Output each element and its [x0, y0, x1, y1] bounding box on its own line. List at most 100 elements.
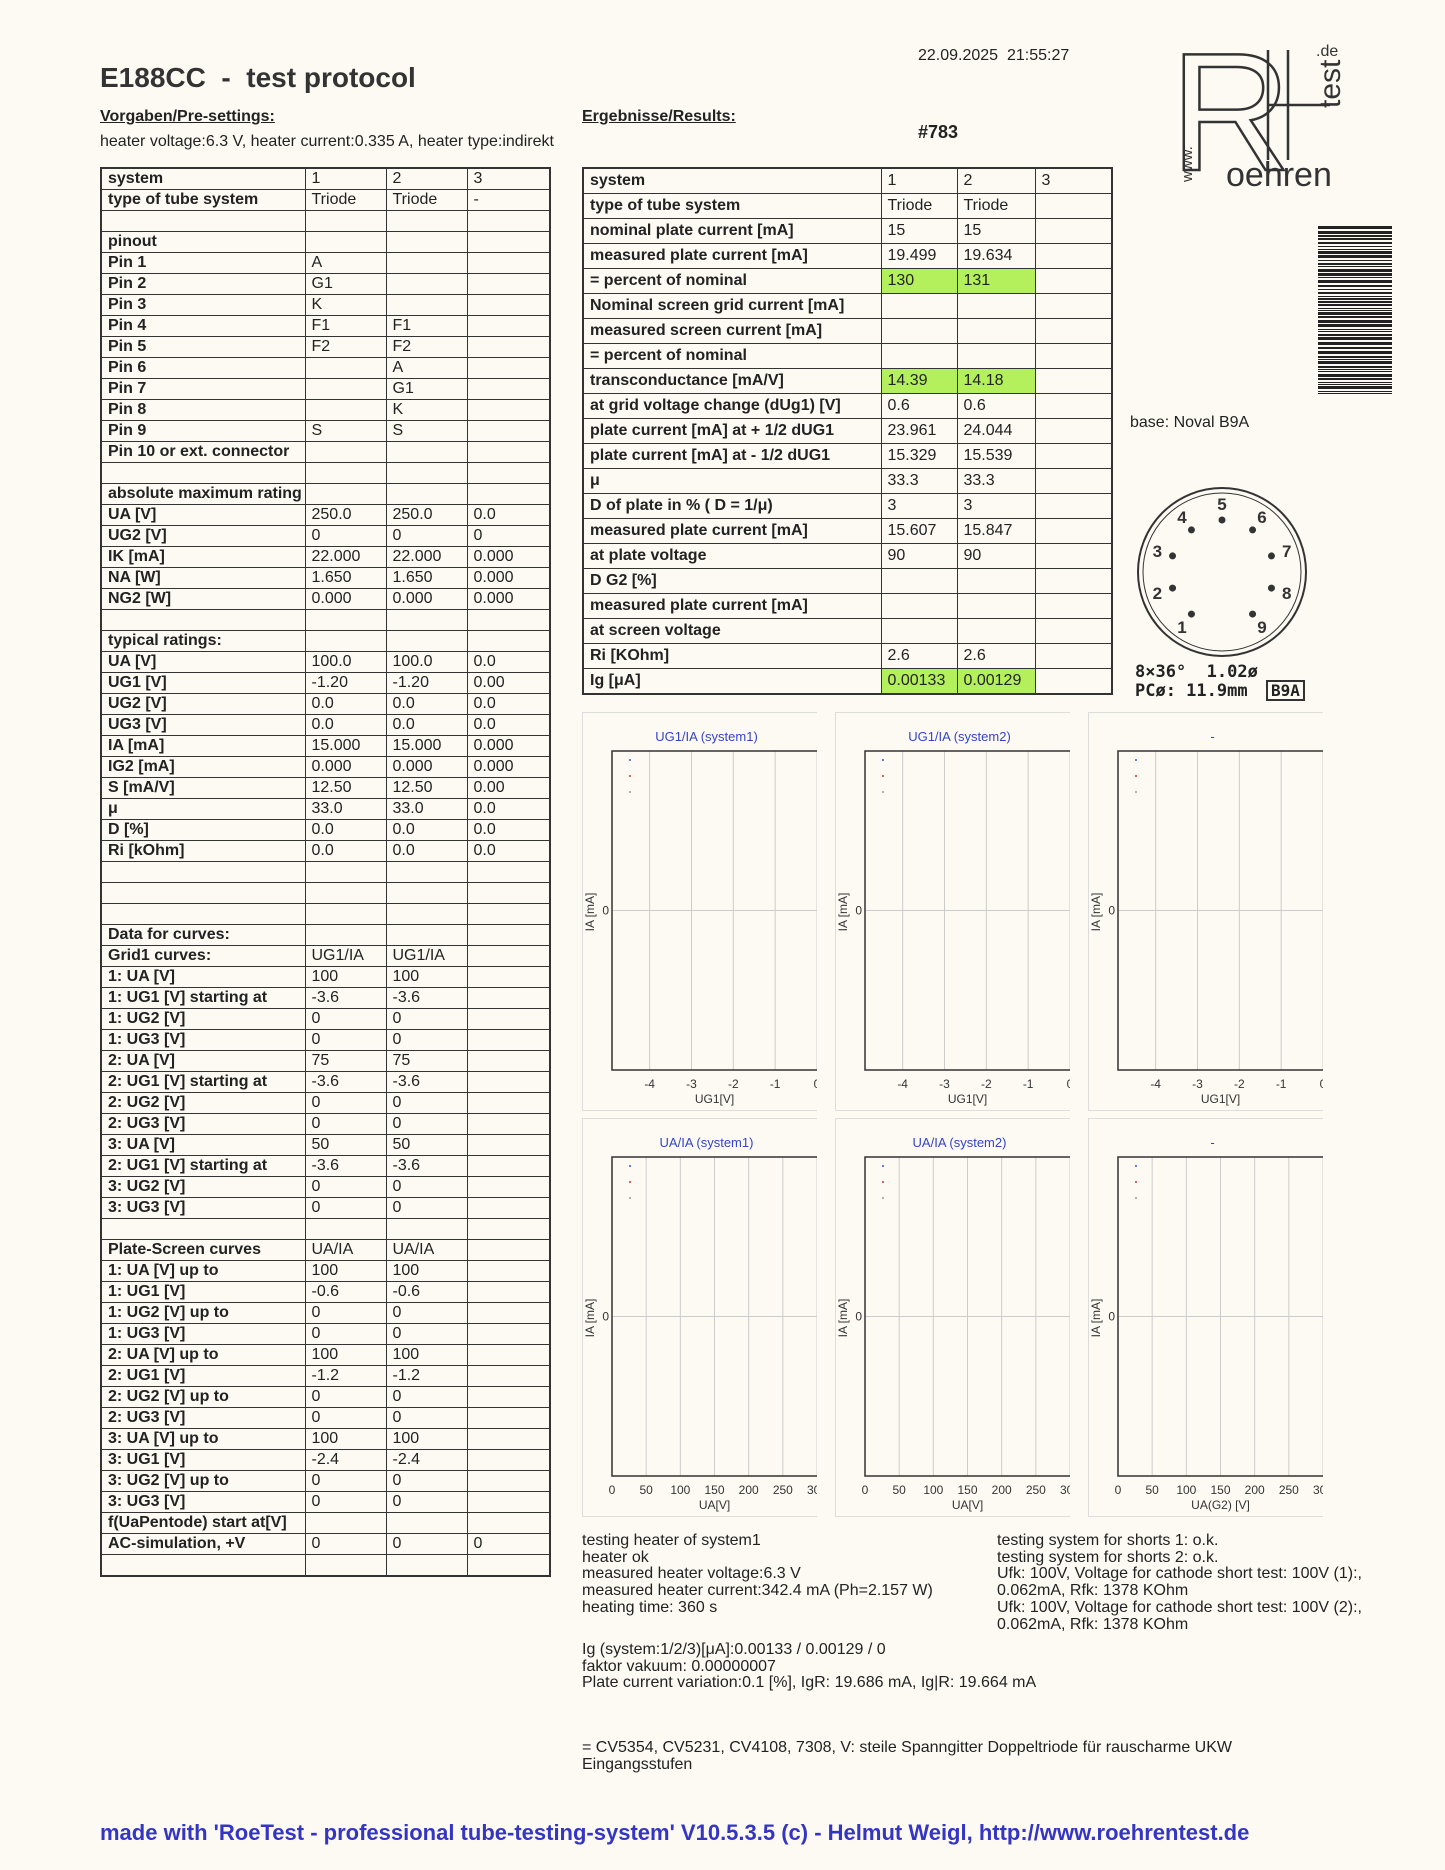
- table-cell: [466, 966, 551, 988]
- x-tick-label: 150: [704, 1483, 724, 1497]
- table-cell: 2: UG1 [V]: [100, 1365, 306, 1387]
- table-cell: [956, 593, 1036, 619]
- table-cell: 0.0: [466, 693, 551, 715]
- note-line: Ufk: 100V, Voltage for cathode short tes…: [997, 1565, 1362, 1583]
- plot-frame: [611, 1156, 817, 1477]
- x-tick-label: -2: [728, 1077, 739, 1091]
- x-tick-label: 200: [739, 1483, 759, 1497]
- table-cell: 0: [385, 1491, 468, 1513]
- barcode-bar: [1318, 391, 1392, 392]
- x-tick-label: -1: [1023, 1077, 1034, 1091]
- table-cell: [466, 483, 551, 505]
- table-cell: 0.000: [385, 588, 468, 610]
- table-cell: 0.0: [385, 819, 468, 841]
- table-row: [100, 1218, 551, 1240]
- table-cell: K: [385, 399, 468, 421]
- table-cell: f(UaPentode) start at[V]: [100, 1512, 306, 1534]
- graph-body: -4 -3 -2 -1 0 0 UG1/IA (system1) UG1[V] IA [mA]: [582, 712, 817, 1111]
- curve-dot: [1135, 1165, 1137, 1167]
- table-cell: [956, 568, 1036, 594]
- table-cell: Plate-Screen curves: [100, 1239, 306, 1261]
- table-cell: [304, 378, 387, 400]
- table-cell: 0.0: [304, 693, 387, 715]
- table-row: plate current [mA] at + 1/2 dUG1 23.961 24…: [582, 418, 1113, 444]
- note-line: 0.062mA, Rfk: 1378 KOhm: [997, 1582, 1189, 1600]
- table-cell: [466, 1239, 551, 1261]
- table-cell: -3.6: [304, 987, 387, 1009]
- table-cell: 100: [304, 1260, 387, 1282]
- barcode-bar: [1318, 384, 1392, 385]
- graph-title: -: [1210, 1135, 1214, 1150]
- barcode-bar: [1318, 269, 1392, 272]
- table-cell: Pin 9: [100, 420, 306, 442]
- table-cell: -3.6: [304, 1155, 387, 1177]
- table-cell: nominal plate current [mA]: [582, 218, 882, 244]
- table-cell: [466, 1134, 551, 1156]
- table-cell: [100, 609, 306, 631]
- table-cell: [304, 1512, 387, 1534]
- table-cell: 0: [304, 1491, 387, 1513]
- table-cell: [466, 1050, 551, 1072]
- x-tick-label: 0: [1067, 1077, 1074, 1091]
- graph-title: UG1/IA (system2): [908, 729, 1011, 744]
- table-cell: [385, 609, 468, 631]
- table-cell: [1034, 593, 1113, 619]
- y-axis-label: IA [mA]: [836, 893, 850, 932]
- table-cell: 3: UA [V]: [100, 1134, 306, 1156]
- barcode-bar: [1318, 393, 1392, 394]
- table-cell: [466, 1218, 551, 1240]
- curve-dot: [629, 1197, 631, 1199]
- table-cell: [466, 273, 551, 295]
- logo-name: oehren: [1226, 156, 1332, 194]
- table-row: 1: UG1 [V] -0.6 -0.6: [100, 1281, 551, 1303]
- panel: [835, 1118, 1070, 1517]
- table-cell: UA [V]: [100, 504, 306, 526]
- barcode-bar: [1318, 301, 1392, 303]
- table-cell: 0: [385, 1302, 468, 1324]
- table-row: UA [V] 100.0 100.0 0.0: [100, 651, 551, 673]
- table-row: 1: UG3 [V] 0 0: [100, 1323, 551, 1345]
- presettings: heater voltage:6.3 V, heater current:0.3…: [100, 133, 554, 150]
- table-cell: [385, 903, 468, 925]
- table-cell: system: [100, 167, 306, 190]
- x-tick-label: 0: [1115, 1483, 1122, 1497]
- table-cell: at screen voltage: [582, 618, 882, 644]
- table-cell: [100, 903, 306, 925]
- x-tick-label: -4: [897, 1077, 908, 1091]
- table-cell: [466, 903, 551, 925]
- curve-dot: [882, 1181, 884, 1183]
- curve-dot: [882, 759, 884, 761]
- table-cell: 0: [304, 1407, 387, 1429]
- table-cell: [466, 1260, 551, 1282]
- table-cell: 1: UA [V] up to: [100, 1260, 306, 1282]
- plot-frame: [611, 750, 817, 1071]
- plot-frame: [1117, 750, 1323, 1071]
- note-line: heating time: 360 s: [582, 1598, 718, 1616]
- table-cell: 0: [385, 1470, 468, 1492]
- note-line: Plate current variation:0.1 [%], IgR: 19…: [582, 1674, 1037, 1692]
- table-row: NA [W] 1.650 1.650 0.000: [100, 567, 551, 589]
- table-cell: 0: [304, 525, 387, 547]
- table-cell: 90: [880, 543, 958, 569]
- table-cell: [1034, 318, 1113, 344]
- table-cell: [385, 1554, 468, 1577]
- table-cell: [466, 210, 551, 232]
- results-table: system 1 2 3 type of tube system Triode Triode…: [582, 167, 1113, 695]
- table-cell: [385, 1218, 468, 1240]
- table-cell: 3: [880, 493, 958, 519]
- pin-label: 4: [1177, 508, 1187, 527]
- table-row: system 1 2 3: [582, 167, 1113, 194]
- pin-label: 3: [1153, 542, 1162, 561]
- table-row: UG1 [V] -1.20 -1.20 0.00: [100, 672, 551, 694]
- plot-frame: [1117, 1156, 1323, 1477]
- table-cell: 3: [1034, 167, 1113, 194]
- table-cell: 0: [385, 1533, 468, 1555]
- barcode-bar: [1318, 342, 1392, 345]
- table-cell: Ri [KOhm]: [582, 643, 882, 669]
- pin-dot: [1218, 516, 1226, 524]
- x-axis-label: UG1[V]: [695, 1092, 734, 1106]
- table-cell: [385, 882, 468, 904]
- x-tick-label: 0: [1320, 1077, 1327, 1091]
